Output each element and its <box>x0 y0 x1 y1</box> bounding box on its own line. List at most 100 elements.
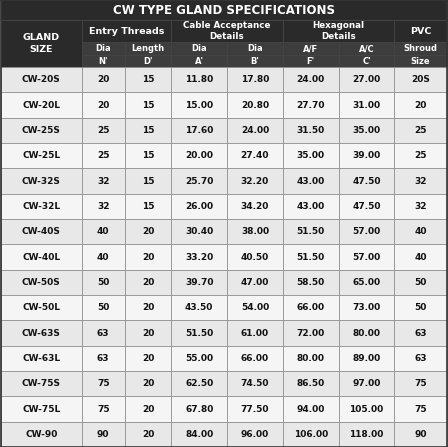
Bar <box>283 346 339 371</box>
Bar <box>1 169 82 194</box>
Bar <box>339 169 394 194</box>
Bar <box>283 93 339 118</box>
Text: 35.00: 35.00 <box>353 126 380 135</box>
Bar <box>339 245 394 270</box>
Bar <box>283 320 339 346</box>
Text: 63: 63 <box>414 354 427 363</box>
Text: 30.40: 30.40 <box>185 227 213 236</box>
Text: 50: 50 <box>414 278 427 287</box>
Text: 33.20: 33.20 <box>185 253 213 261</box>
Bar <box>227 55 283 67</box>
Bar <box>82 55 125 67</box>
Bar <box>339 143 394 169</box>
Bar <box>171 219 227 245</box>
Bar <box>227 371 283 396</box>
Bar <box>283 169 339 194</box>
Bar <box>1 20 82 67</box>
Bar <box>125 118 171 143</box>
Bar <box>227 346 283 371</box>
Bar <box>1 118 82 143</box>
Bar <box>125 422 171 447</box>
Text: 89.00: 89.00 <box>352 354 381 363</box>
Text: 25: 25 <box>97 151 109 160</box>
Bar <box>82 20 171 42</box>
Text: 24.00: 24.00 <box>297 75 325 84</box>
Bar <box>394 20 447 42</box>
Bar <box>82 320 125 346</box>
Bar <box>82 118 125 143</box>
Text: CW-63S: CW-63S <box>22 329 60 337</box>
Bar <box>283 270 339 295</box>
Text: 39.00: 39.00 <box>352 151 381 160</box>
Text: 47.00: 47.00 <box>241 278 269 287</box>
Bar <box>1 320 82 346</box>
Text: 11.80: 11.80 <box>185 75 213 84</box>
Text: 75: 75 <box>414 379 427 388</box>
Text: 20: 20 <box>142 303 154 312</box>
Bar <box>227 194 283 219</box>
Bar <box>1 371 82 396</box>
Bar <box>171 295 227 320</box>
Bar <box>227 67 283 93</box>
Text: 25: 25 <box>97 126 109 135</box>
Bar <box>125 42 171 55</box>
Bar <box>339 118 394 143</box>
Bar <box>283 295 339 320</box>
Bar <box>171 194 227 219</box>
Text: 20: 20 <box>142 405 154 413</box>
Bar <box>125 143 171 169</box>
Text: 73.00: 73.00 <box>352 303 381 312</box>
Bar <box>339 67 394 93</box>
Text: 25: 25 <box>414 151 427 160</box>
Bar <box>1 194 82 219</box>
Bar <box>171 422 227 447</box>
Bar <box>227 295 283 320</box>
Text: 90: 90 <box>414 430 427 439</box>
Text: 51.50: 51.50 <box>185 329 213 337</box>
Text: 66.00: 66.00 <box>241 354 269 363</box>
Text: 20S: 20S <box>411 75 430 84</box>
Bar <box>283 396 339 422</box>
Bar <box>394 67 447 93</box>
Bar <box>1 295 82 320</box>
Text: 54.00: 54.00 <box>241 303 269 312</box>
Bar <box>1 270 82 295</box>
Bar <box>82 143 125 169</box>
Text: 20.80: 20.80 <box>241 101 269 110</box>
Text: N': N' <box>99 56 108 66</box>
Bar <box>171 371 227 396</box>
Text: 105.00: 105.00 <box>349 405 383 413</box>
Text: C': C' <box>362 56 371 66</box>
Bar <box>171 93 227 118</box>
Bar <box>339 346 394 371</box>
Bar <box>227 320 283 346</box>
Bar <box>171 20 283 42</box>
Bar <box>1 219 82 245</box>
Text: Dia: Dia <box>247 44 263 53</box>
Text: 63: 63 <box>414 329 427 337</box>
Text: 20: 20 <box>142 329 154 337</box>
Bar <box>394 346 447 371</box>
Text: 72.00: 72.00 <box>297 329 325 337</box>
Text: 63: 63 <box>97 329 109 337</box>
Bar <box>82 245 125 270</box>
Text: Entry Threads: Entry Threads <box>89 26 164 35</box>
Bar <box>1 0 447 20</box>
Text: 27.00: 27.00 <box>352 75 381 84</box>
Text: 65.00: 65.00 <box>353 278 380 287</box>
Bar <box>339 422 394 447</box>
Bar <box>283 219 339 245</box>
Bar <box>339 396 394 422</box>
Bar <box>1 396 82 422</box>
Bar <box>394 169 447 194</box>
Text: CW-32S: CW-32S <box>22 177 60 186</box>
Bar <box>394 118 447 143</box>
Text: 15: 15 <box>142 151 155 160</box>
Bar <box>227 270 283 295</box>
Text: 40.50: 40.50 <box>241 253 269 261</box>
Text: 40: 40 <box>97 253 109 261</box>
Bar <box>125 245 171 270</box>
Bar <box>125 270 171 295</box>
Bar <box>339 194 394 219</box>
Bar <box>394 396 447 422</box>
